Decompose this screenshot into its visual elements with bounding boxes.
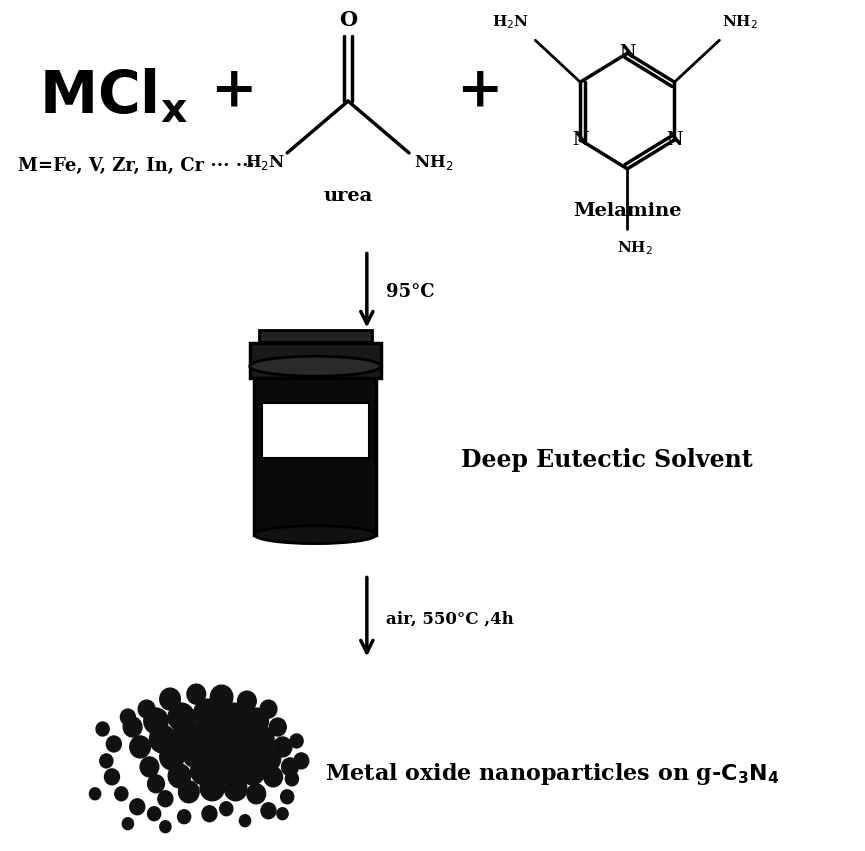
Circle shape (144, 708, 168, 734)
Text: NH$_2$: NH$_2$ (413, 153, 453, 173)
Circle shape (150, 725, 176, 753)
Circle shape (106, 736, 121, 752)
Text: NH$_2$: NH$_2$ (617, 240, 653, 258)
Circle shape (160, 744, 184, 770)
Circle shape (168, 703, 195, 731)
Text: +: + (210, 64, 257, 118)
Circle shape (280, 790, 294, 803)
Circle shape (250, 726, 274, 752)
Circle shape (138, 700, 155, 718)
Bar (254, 368, 376, 534)
Circle shape (99, 754, 113, 768)
Text: NH$_2$: NH$_2$ (722, 14, 758, 31)
Circle shape (282, 758, 298, 776)
Circle shape (115, 787, 128, 801)
Circle shape (158, 791, 173, 807)
Circle shape (130, 736, 151, 758)
Text: M=Fe, V, Zr, In, Cr ··· ···: M=Fe, V, Zr, In, Cr ··· ··· (18, 157, 255, 174)
Text: N: N (619, 44, 636, 62)
Circle shape (187, 684, 206, 704)
Circle shape (258, 747, 280, 771)
Circle shape (240, 759, 265, 785)
Circle shape (215, 754, 243, 784)
Circle shape (148, 775, 164, 793)
Circle shape (261, 802, 276, 819)
Circle shape (226, 720, 253, 750)
Circle shape (202, 806, 217, 822)
Text: Metal oxide nanoparticles on g-$\mathbf{C_3N_4}$: Metal oxide nanoparticles on g-$\mathbf{… (324, 761, 779, 787)
Circle shape (273, 737, 292, 757)
Text: urea: urea (324, 186, 373, 205)
Text: 95°C: 95°C (386, 283, 434, 301)
Circle shape (244, 708, 268, 734)
Circle shape (89, 788, 100, 800)
Circle shape (224, 777, 247, 801)
Circle shape (148, 807, 161, 820)
Bar (262, 403, 368, 458)
Circle shape (122, 818, 133, 830)
Text: N: N (572, 131, 588, 149)
Circle shape (285, 772, 298, 785)
Circle shape (120, 709, 136, 725)
Circle shape (238, 691, 256, 711)
Text: +: + (456, 64, 503, 118)
Circle shape (140, 757, 159, 777)
Circle shape (123, 717, 142, 737)
Circle shape (264, 767, 283, 787)
Circle shape (221, 703, 247, 731)
Circle shape (96, 722, 109, 736)
Circle shape (290, 734, 303, 748)
Circle shape (194, 700, 221, 729)
Circle shape (160, 820, 171, 832)
Bar (250, 343, 381, 378)
Circle shape (277, 808, 288, 820)
Circle shape (234, 740, 260, 768)
Text: Deep Eutectic Solvent: Deep Eutectic Solvent (460, 448, 753, 472)
Circle shape (247, 784, 266, 803)
Text: H$_2$N: H$_2$N (245, 153, 285, 173)
Circle shape (198, 716, 228, 748)
Circle shape (183, 738, 210, 768)
Circle shape (173, 720, 201, 750)
Circle shape (177, 810, 190, 824)
Circle shape (207, 735, 237, 767)
Text: Melamine: Melamine (573, 202, 682, 220)
Text: N: N (666, 131, 682, 149)
Circle shape (240, 814, 251, 826)
Circle shape (190, 757, 217, 785)
Circle shape (160, 688, 181, 710)
Ellipse shape (250, 357, 381, 376)
Circle shape (260, 700, 277, 718)
Circle shape (168, 764, 190, 788)
Text: air, 550°C ,4h: air, 550°C ,4h (386, 611, 513, 628)
Circle shape (220, 802, 233, 816)
Circle shape (269, 718, 286, 736)
Circle shape (200, 775, 224, 801)
Ellipse shape (254, 526, 376, 544)
Text: O: O (339, 10, 357, 31)
Text: $\mathbf{MCl_x}$: $\mathbf{MCl_x}$ (39, 66, 189, 125)
Circle shape (130, 799, 144, 814)
Circle shape (210, 685, 233, 709)
Text: H$_2$N: H$_2$N (492, 14, 529, 31)
Bar (260, 330, 372, 342)
Circle shape (178, 781, 199, 802)
Circle shape (294, 753, 309, 768)
Circle shape (105, 768, 119, 785)
